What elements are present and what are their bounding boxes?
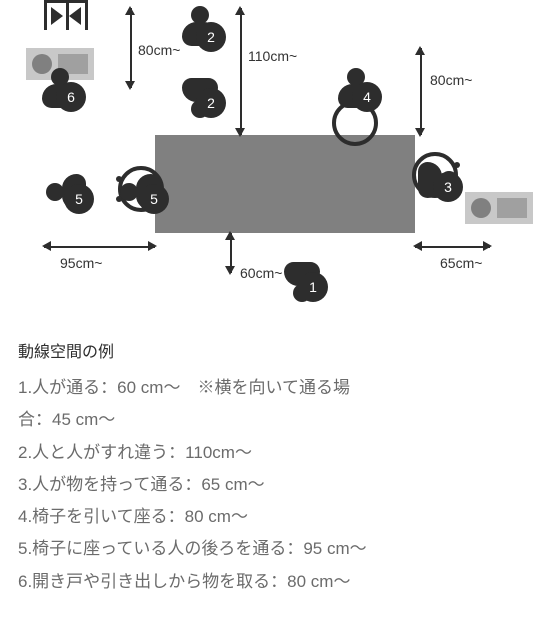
arrow-icon bbox=[415, 46, 425, 55]
marker-3: 3 bbox=[433, 172, 463, 202]
shelf-right bbox=[465, 192, 533, 224]
arrow-icon bbox=[148, 241, 157, 251]
arrow-icon bbox=[413, 241, 422, 251]
arrow-icon bbox=[125, 6, 135, 15]
arrow-icon bbox=[125, 81, 135, 90]
cabinet bbox=[44, 0, 88, 30]
dim-80l-label: 80cm~ bbox=[138, 42, 180, 58]
legend-line: 5.椅子に座っている人の後ろを通る：95 cm～ bbox=[18, 533, 528, 565]
arrow-icon bbox=[42, 241, 51, 251]
marker-2a: 2 bbox=[196, 22, 226, 52]
dim-80r-line bbox=[420, 48, 422, 135]
dining-table bbox=[155, 135, 415, 233]
legend-line: 合：45 cm～ bbox=[18, 404, 528, 436]
floor-plan-diagram: 1 2 2 3 4 5 5 6 60cm~ 110cm~ 65cm~ 80cm~… bbox=[0, 0, 543, 325]
arrow-icon bbox=[483, 241, 492, 251]
legend-line: 2.人と人がすれ違う：110cm～ bbox=[18, 437, 528, 469]
dim-80l-line bbox=[130, 8, 132, 88]
marker-5a: 5 bbox=[64, 184, 94, 214]
marker-2b: 2 bbox=[196, 88, 226, 118]
dim-60-label: 60cm~ bbox=[240, 265, 282, 281]
legend-text: 動線空間の例 1.人が通る：60 cm～ ※横を向いて通る場 合：45 cm～ … bbox=[18, 338, 528, 598]
dim-95-label: 95cm~ bbox=[60, 255, 102, 271]
marker-1: 1 bbox=[298, 272, 328, 302]
arrow-icon bbox=[225, 231, 235, 240]
arrow-icon bbox=[415, 128, 425, 137]
legend-line: 1.人が通る：60 cm～ ※横を向いて通る場 bbox=[18, 372, 528, 404]
dim-80r-label: 80cm~ bbox=[430, 72, 472, 88]
dim-110-label: 110cm~ bbox=[248, 48, 297, 64]
legend-title: 動線空間の例 bbox=[18, 338, 528, 362]
marker-5b: 5 bbox=[139, 184, 169, 214]
legend-line: 3.人が物を持って通る：65 cm～ bbox=[18, 469, 528, 501]
marker-6: 6 bbox=[56, 82, 86, 112]
arrow-icon bbox=[235, 6, 245, 15]
legend-line: 4.椅子を引いて座る：80 cm～ bbox=[18, 501, 528, 533]
marker-4: 4 bbox=[352, 82, 382, 112]
dim-110-line bbox=[240, 8, 242, 135]
legend-line: 6.開き戸や引き出しから物を取る：80 cm～ bbox=[18, 566, 528, 598]
dim-65-line bbox=[415, 246, 490, 248]
dim-95-line bbox=[44, 246, 155, 248]
dim-65-label: 65cm~ bbox=[440, 255, 482, 271]
arrow-icon bbox=[235, 128, 245, 137]
arrow-icon bbox=[225, 266, 235, 275]
